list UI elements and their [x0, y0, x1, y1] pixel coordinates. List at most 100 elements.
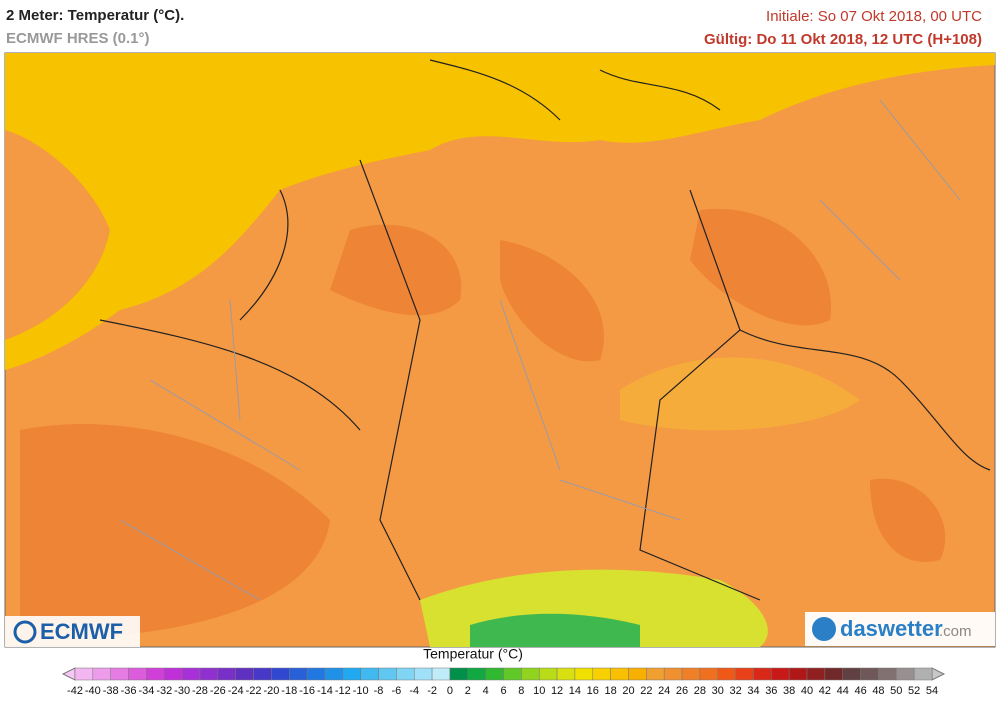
colorbar-box — [503, 667, 522, 681]
colorbar-tick-label: -30 — [174, 685, 190, 697]
colorbar-box — [842, 667, 861, 681]
colorbar-tick-label: 46 — [854, 685, 866, 697]
colorbar-box — [592, 667, 611, 681]
colorbar-tick-label: 42 — [819, 685, 831, 697]
colorbar-box — [74, 667, 94, 681]
colorbar-tick-label: -24 — [228, 685, 244, 697]
colorbar-box — [396, 667, 415, 681]
colorbar-tick-label: -34 — [138, 685, 154, 697]
colorbar-box — [628, 667, 647, 681]
colorbar-tick-label: -42 — [67, 685, 83, 697]
colorbar-box — [181, 667, 201, 681]
colorbar-box — [360, 667, 379, 681]
subtitle: ECMWF HRES (0.1°) — [6, 30, 150, 47]
colorbar-box — [164, 667, 183, 681]
colorbar-box — [556, 667, 576, 681]
colorbar: -42 -40 -38 -36 -34 -32 -30 -28 -26 -24 -22 -20 -18-… — [61, 667, 946, 697]
colorbar-tick-label: 22 — [640, 685, 652, 697]
colorbar-tick-label: 30 — [712, 685, 724, 697]
colorbar-box — [896, 667, 915, 681]
colorbar-tick-label: -32 — [156, 685, 172, 697]
colorbar-box — [324, 667, 344, 681]
colorbar-box — [717, 667, 736, 681]
colorbar-box — [913, 667, 933, 681]
colorbar-tick-label: -10 — [353, 685, 369, 697]
colorbar-tick-label: -8 — [374, 685, 384, 697]
colorbar-box — [235, 667, 254, 681]
colorbar-box — [735, 667, 754, 681]
colorbar-tick-label: 34 — [747, 685, 759, 697]
colorbar-tick-label: -20 — [263, 685, 279, 697]
colorbar-tick-label: 14 — [569, 685, 581, 697]
colorbar-box — [271, 667, 290, 681]
colorbar-box — [289, 667, 308, 681]
daswetter-logo: daswetter .com — [805, 612, 995, 646]
colorbar-box — [128, 667, 147, 681]
colorbar-tick-label: 24 — [658, 685, 670, 697]
colorbar-box — [449, 667, 469, 681]
colorbar-tick-label: 6 — [500, 685, 506, 697]
colorbar-tick-label: -40 — [85, 685, 101, 697]
colorbar-title: Temperatur (°C) — [423, 646, 523, 662]
colorbar-tick-label: 26 — [676, 685, 688, 697]
colorbar-box — [788, 667, 808, 681]
colorbar-box — [806, 667, 826, 681]
colorbar-box — [217, 667, 236, 681]
colorbar-box — [753, 667, 772, 681]
daswetter-suffix: .com — [939, 623, 972, 640]
colorbar-tick-label: -16 — [299, 685, 315, 697]
colorbar-tick-label: 44 — [837, 685, 849, 697]
map — [4, 52, 996, 648]
colorbar-box — [467, 667, 486, 681]
colorbar-tick-label: -14 — [317, 685, 333, 697]
colorbar-box — [413, 667, 433, 681]
colorbar-high-arrow — [931, 667, 946, 681]
colorbar-box — [824, 667, 843, 681]
colorbar-tick-label: 16 — [587, 685, 599, 697]
colorbar-box — [860, 667, 879, 681]
colorbar-box — [146, 667, 165, 681]
init-time: Initiale: So 07 Okt 2018, 00 UTC — [766, 8, 982, 25]
valid-time: Gültig: Do 11 Okt 2018, 12 UTC (H+108) — [704, 31, 982, 48]
colorbar-box — [574, 667, 594, 681]
colorbar-box — [199, 667, 219, 681]
colorbar-low-arrow — [61, 667, 76, 681]
colorbar-box — [699, 667, 718, 681]
colorbar-box — [92, 667, 111, 681]
colorbar-tick-label: 36 — [765, 685, 777, 697]
colorbar-tick-label: 18 — [605, 685, 617, 697]
ecmwf-logo: ECMWF — [5, 616, 140, 647]
colorbar-tick-label: -26 — [210, 685, 226, 697]
colorbar-box — [538, 667, 558, 681]
colorbar-box — [521, 667, 540, 681]
colorbar-tick-label: -18 — [281, 685, 297, 697]
colorbar-tick-label: 40 — [801, 685, 813, 697]
colorbar-box — [306, 667, 326, 681]
colorbar-tick-label: -38 — [103, 685, 119, 697]
colorbar-tick-label: -4 — [409, 685, 419, 697]
colorbar-tick-label: 52 — [908, 685, 920, 697]
colorbar-box — [646, 667, 665, 681]
colorbar-box — [253, 667, 272, 681]
colorbar-tick-label: 2 — [465, 685, 471, 697]
colorbar-box — [110, 667, 129, 681]
colorbar-box — [663, 667, 683, 681]
colorbar-tick-label: -2 — [427, 685, 437, 697]
colorbar-tick-label: -12 — [335, 685, 351, 697]
colorbar-tick-label: 10 — [533, 685, 545, 697]
colorbar-box — [431, 667, 451, 681]
colorbar-tick-label: 8 — [518, 685, 524, 697]
colorbar-tick-label: 28 — [694, 685, 706, 697]
colorbar-tick-label: 50 — [890, 685, 902, 697]
colorbar-tick-label: 20 — [622, 685, 634, 697]
colorbar-tick-label: 32 — [729, 685, 741, 697]
colorbar-tick-label: -22 — [246, 685, 262, 697]
colorbar-tick-label: -28 — [192, 685, 208, 697]
colorbar-tick-label: 12 — [551, 685, 563, 697]
colorbar-tick-label: 0 — [447, 685, 453, 697]
colorbar-tick-label: 54 — [926, 685, 938, 697]
colorbar-tick-label: 4 — [483, 685, 489, 697]
colorbar-box — [610, 667, 629, 681]
colorbar-tick-label: -6 — [391, 685, 401, 697]
